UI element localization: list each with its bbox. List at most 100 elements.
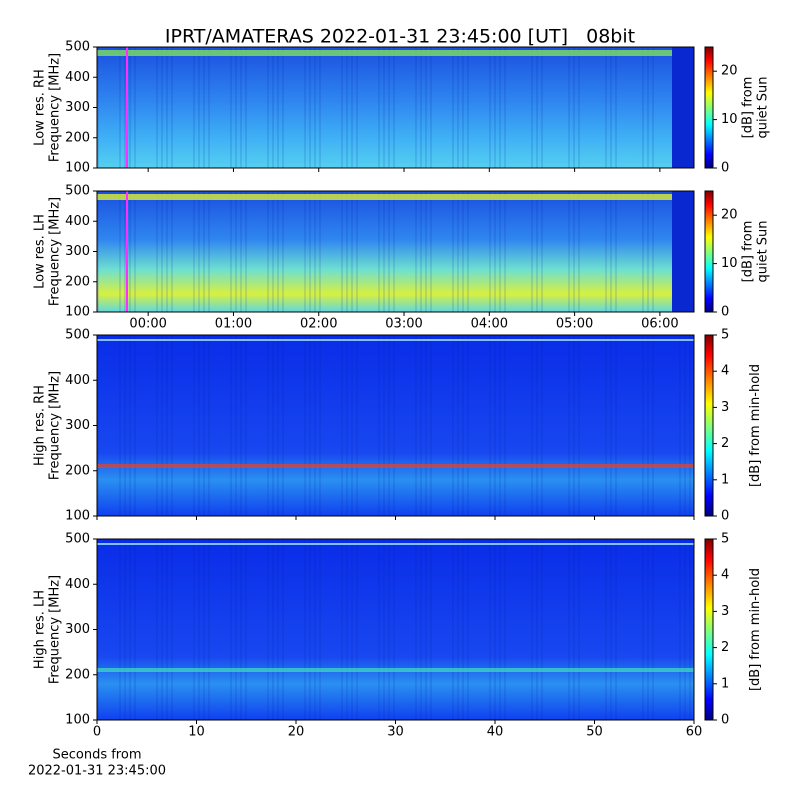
texture (119, 191, 121, 312)
texture (499, 539, 501, 720)
colorbar-label: [dB] from min-hold (748, 364, 763, 487)
texture (319, 335, 321, 516)
texture (378, 191, 380, 312)
colorbar-label-line: quiet Sun (755, 220, 770, 282)
texture (341, 335, 343, 516)
texture (304, 191, 306, 312)
band (97, 668, 694, 672)
texture (425, 191, 427, 312)
texture (578, 539, 580, 720)
texture (230, 335, 232, 516)
texture (610, 191, 612, 312)
texture (393, 539, 395, 720)
texture (166, 335, 168, 516)
texture (245, 191, 247, 312)
colorbar-tick-label: 3 (721, 604, 729, 619)
y-tick-label: 100 (65, 509, 90, 524)
colorbar-label-line: [dB] from (740, 77, 755, 139)
colorbar-label: [dB] fromquiet Sun (740, 76, 770, 138)
texture (578, 47, 580, 168)
texture (393, 335, 395, 516)
texture (282, 191, 284, 312)
y-axis-label: Low res. RHFrequency [MHz] (32, 53, 62, 162)
texture (536, 539, 538, 720)
texture (541, 539, 543, 720)
texture (531, 191, 533, 312)
texture (605, 191, 607, 312)
texture (235, 539, 237, 720)
texture (156, 335, 158, 516)
texture (642, 539, 644, 720)
texture (267, 191, 269, 312)
y-axis-label-line: High res. RH (32, 385, 47, 466)
chart-title: IPRT/AMATERAS 2022-01-31 23:45:00 [UT] 0… (165, 26, 635, 48)
colorbar-tick-label: 2 (721, 640, 729, 655)
x-tick-label: 06:00 (641, 317, 678, 332)
band (97, 50, 694, 56)
texture (314, 47, 316, 168)
y-tick-label: 100 (65, 305, 90, 320)
texture (573, 47, 575, 168)
y-tick-label: 500 (65, 184, 90, 199)
edge (97, 339, 694, 341)
texture (415, 335, 417, 516)
texture (119, 335, 121, 516)
texture (647, 539, 649, 720)
texture (134, 47, 136, 168)
y-tick-label: 200 (65, 667, 90, 682)
texture (198, 335, 200, 516)
y-axis-label: Low res. LHFrequency [MHz] (32, 197, 62, 306)
x-tick-label: 0 (93, 725, 101, 740)
texture (309, 47, 311, 168)
texture (425, 47, 427, 168)
texture (467, 47, 469, 168)
texture (272, 335, 274, 516)
y-tick-label: 100 (65, 161, 90, 176)
texture (341, 47, 343, 168)
texture (156, 539, 158, 720)
y-axis-label: High res. LHFrequency [MHz] (32, 575, 62, 684)
texture (536, 191, 538, 312)
texture (240, 47, 242, 168)
spectrogram (97, 191, 694, 312)
texture (203, 335, 205, 516)
colorbar (704, 334, 714, 517)
texture (314, 191, 316, 312)
texture (425, 335, 427, 516)
colorbar-label-line: [dB] from min-hold (748, 568, 763, 691)
texture (531, 335, 533, 516)
y-axis-label-line: Low res. RH (32, 69, 47, 146)
texture (494, 47, 496, 168)
texture (415, 191, 417, 312)
texture (282, 47, 284, 168)
texture (119, 539, 121, 720)
edge (672, 191, 694, 312)
colorbar-tick-label: 10 (721, 256, 738, 271)
texture (652, 191, 654, 312)
colorbar-label-line: quiet Sun (755, 76, 770, 138)
colorbar-tick-label: 20 (721, 64, 738, 79)
texture (203, 539, 205, 720)
texture (161, 539, 163, 720)
texture (240, 335, 242, 516)
texture (388, 335, 390, 516)
texture (452, 539, 454, 720)
texture (615, 335, 617, 516)
colorbar-label: [dB] fromquiet Sun (740, 220, 770, 282)
texture (156, 191, 158, 312)
spectrogram (97, 335, 694, 516)
texture (467, 191, 469, 312)
texture (267, 47, 269, 168)
texture (314, 335, 316, 516)
texture (314, 539, 316, 720)
texture (531, 539, 533, 720)
texture (457, 191, 459, 312)
texture (652, 335, 654, 516)
texture (319, 47, 321, 168)
texture (642, 335, 644, 516)
texture (610, 539, 612, 720)
texture (489, 191, 491, 312)
x-axis-label: 2022-01-31 23:45:00 (28, 764, 166, 779)
texture (304, 47, 306, 168)
texture (134, 335, 136, 516)
